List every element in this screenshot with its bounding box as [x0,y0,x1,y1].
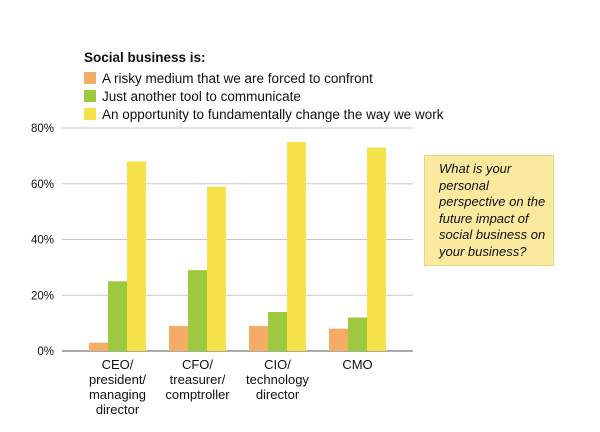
bar-opportunity [127,161,146,351]
category-label: CIO/ [264,357,291,372]
legend-label-tool: Just another tool to communicate [102,88,301,104]
legend: Social business is: A risky medium that … [84,50,443,123]
category-label: comptroller [165,387,230,402]
legend-title: Social business is: [84,50,206,65]
bar-tool [348,317,367,351]
category-label: CFO/ [182,357,213,372]
bar-opportunity [287,141,306,351]
category-label: director [256,387,300,402]
legend-label-risky: A risky medium that we are forced to con… [102,70,373,86]
bar-opportunity [367,147,386,351]
category-label: director [96,402,140,417]
category-label: CEO/ [102,357,134,372]
bar-risky [329,328,348,351]
category-label: president/ [89,372,146,387]
bar-tool [108,281,127,351]
legend-swatch-risky [84,72,96,84]
category-label: treasurer/ [170,372,226,387]
bar-risky [249,325,268,351]
category-label: CMO [342,357,372,372]
bar-risky [169,325,188,351]
legend-item-risky: A risky medium that we are forced to con… [84,69,443,87]
y-tick-label: 80% [31,123,54,135]
legend-item-opportunity: An opportunity to fundamentally change t… [84,105,443,123]
legend-item-tool: Just another tool to communicate [84,87,443,105]
y-tick-label: 40% [31,235,54,247]
legend-swatch-tool [84,90,96,102]
bar-opportunity [207,186,226,351]
y-tick-label: 0% [37,346,54,358]
bar-risky [89,342,108,351]
y-tick-label: 60% [31,179,54,191]
legend-label-opportunity: An opportunity to fundamentally change t… [102,106,444,122]
category-label: managing [89,387,146,402]
y-tick-label: 20% [31,290,54,302]
bar-tool [268,311,287,351]
legend-swatch-opportunity [84,108,96,120]
bar-tool [188,270,207,351]
category-label: technology [246,372,309,387]
question-box: What is your personal perspective on the… [424,155,554,266]
